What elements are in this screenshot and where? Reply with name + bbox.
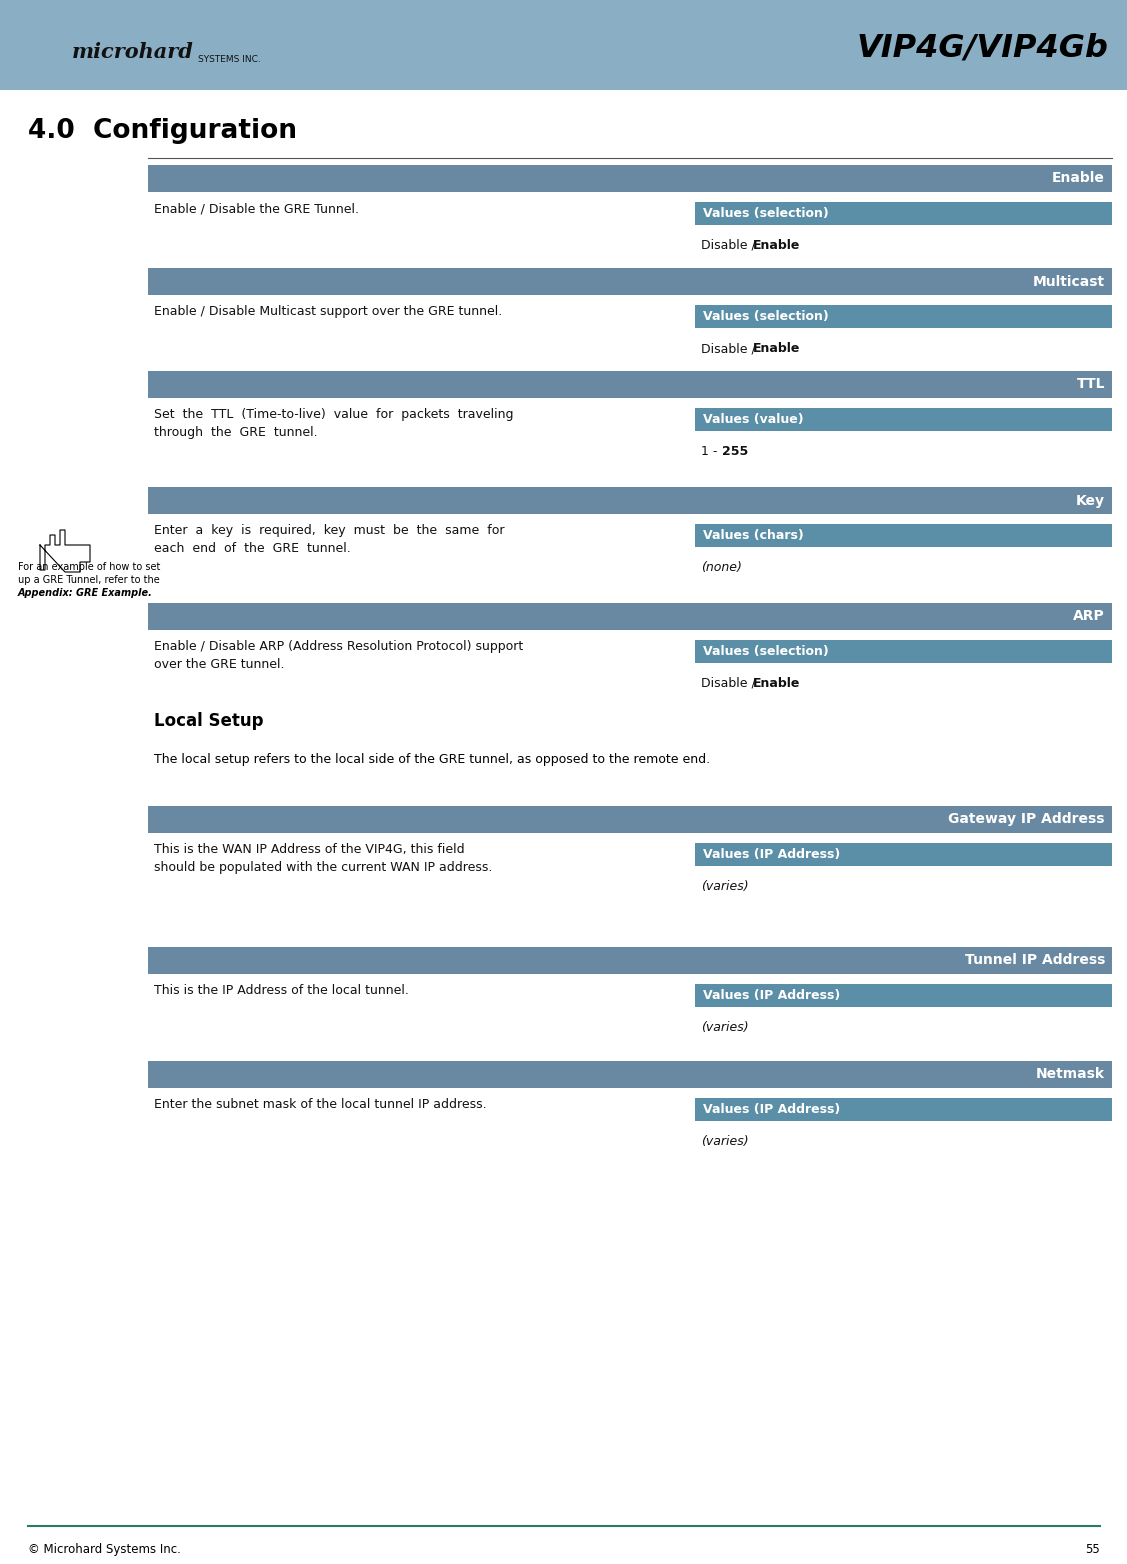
Text: VIP4G/VIP4Gb: VIP4G/VIP4Gb [857, 33, 1108, 64]
Text: Disable /: Disable / [701, 677, 760, 690]
Text: The local setup refers to the local side of the GRE tunnel, as opposed to the re: The local setup refers to the local side… [154, 752, 710, 766]
Text: (varies): (varies) [701, 881, 748, 893]
Text: Values (selection): Values (selection) [703, 310, 828, 324]
Text: up a GRE Tunnel, refer to the: up a GRE Tunnel, refer to the [18, 576, 160, 585]
Text: This is the WAN IP Address of the VIP4G, this field
should be populated with the: This is the WAN IP Address of the VIP4G,… [154, 843, 492, 874]
Text: Disable /: Disable / [701, 343, 760, 355]
Text: Enter the subnet mask of the local tunnel IP address.: Enter the subnet mask of the local tunne… [154, 1098, 487, 1110]
Text: © Microhard Systems Inc.: © Microhard Systems Inc. [28, 1544, 180, 1556]
Text: Enable / Disable ARP (Address Resolution Protocol) support
over the GRE tunnel.: Enable / Disable ARP (Address Resolution… [154, 640, 523, 671]
Text: Netmask: Netmask [1036, 1068, 1104, 1081]
Bar [0, 0, 1127, 91]
Text: Enable: Enable [1053, 172, 1104, 186]
Bar [695, 524, 1112, 547]
Text: Appendix: GRE Example.: Appendix: GRE Example. [18, 588, 153, 597]
Text: For an example of how to set: For an example of how to set [18, 561, 160, 572]
Bar [148, 604, 1112, 630]
Text: Enable: Enable [753, 677, 800, 690]
Text: (none): (none) [701, 561, 742, 574]
Text: Values (value): Values (value) [703, 413, 804, 425]
Text: (varies): (varies) [701, 1021, 748, 1034]
Text: Values (chars): Values (chars) [703, 529, 804, 543]
Text: Key: Key [1076, 494, 1104, 507]
Text: Values (IP Address): Values (IP Address) [703, 1103, 841, 1117]
Text: Enter  a  key  is  required,  key  must  be  the  same  for
each  end  of  the  : Enter a key is required, key must be the… [154, 524, 505, 555]
Text: Values (IP Address): Values (IP Address) [703, 848, 841, 862]
Text: (varies): (varies) [701, 1135, 748, 1148]
Bar [695, 843, 1112, 866]
Text: Tunnel IP Address: Tunnel IP Address [965, 954, 1104, 968]
Text: Multicast: Multicast [1032, 275, 1104, 288]
Bar [148, 805, 1112, 834]
Text: Disable /: Disable / [701, 239, 760, 252]
Bar [695, 1098, 1112, 1121]
Text: 255: 255 [721, 446, 748, 458]
Bar [148, 371, 1112, 397]
Text: Gateway IP Address: Gateway IP Address [949, 813, 1104, 826]
Bar [695, 984, 1112, 1007]
Text: This is the IP Address of the local tunnel.: This is the IP Address of the local tunn… [154, 984, 409, 996]
Text: TTL: TTL [1076, 377, 1104, 391]
Text: Enable / Disable the GRE Tunnel.: Enable / Disable the GRE Tunnel. [154, 202, 360, 214]
Bar [695, 305, 1112, 328]
Text: SYSTEMS INC.: SYSTEMS INC. [198, 55, 260, 64]
Bar [695, 202, 1112, 225]
Text: Enable: Enable [753, 343, 800, 355]
Bar [695, 408, 1112, 432]
Bar [148, 1060, 1112, 1089]
Text: 1 -: 1 - [701, 446, 721, 458]
Bar [148, 164, 1112, 192]
Text: ARP: ARP [1073, 610, 1104, 624]
Text: Values (selection): Values (selection) [703, 644, 828, 658]
Text: Values (selection): Values (selection) [703, 206, 828, 221]
Bar [15, 494, 119, 580]
Text: Set  the  TTL  (Time-to-live)  value  for  packets  traveling
through  the  GRE : Set the TTL (Time-to-live) value for pac… [154, 408, 514, 439]
Bar [148, 486, 1112, 515]
Text: Local Setup: Local Setup [154, 712, 264, 730]
Text: Values (IP Address): Values (IP Address) [703, 988, 841, 1003]
Bar [148, 946, 1112, 974]
Text: Enable / Disable Multicast support over the GRE tunnel.: Enable / Disable Multicast support over … [154, 305, 503, 317]
Text: 55: 55 [1085, 1544, 1100, 1556]
Bar [695, 640, 1112, 663]
Text: 4.0  Configuration: 4.0 Configuration [28, 117, 298, 144]
Text: microhard: microhard [72, 42, 194, 63]
Text: Enable: Enable [753, 239, 800, 252]
Bar [148, 267, 1112, 296]
